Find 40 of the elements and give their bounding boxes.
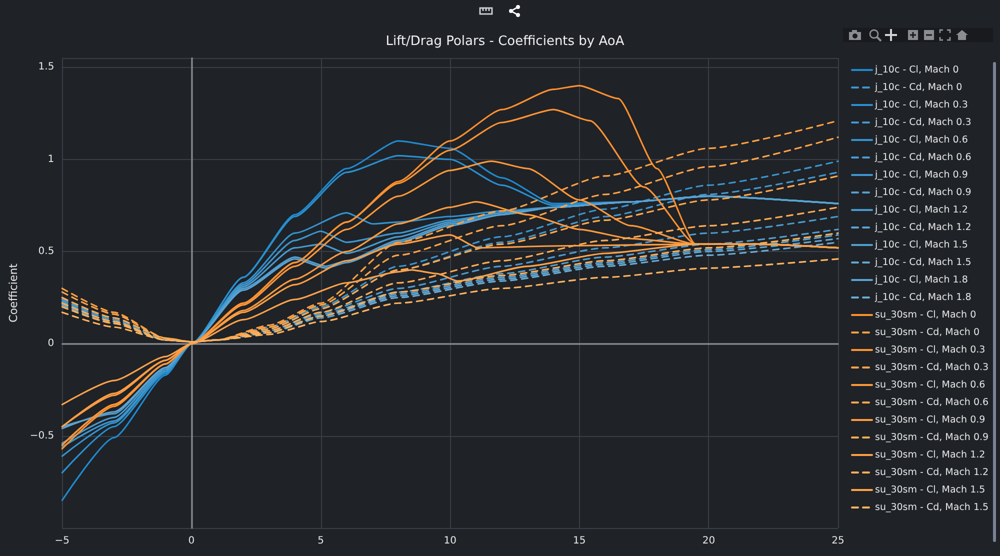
chart-title: Lift/Drag Polars - Coefficients by AoA bbox=[386, 34, 624, 49]
legend-label: j_10c - Cd, Mach 0.3 bbox=[874, 117, 972, 128]
legend-label: su_30sm - Cl, Mach 0.3 bbox=[875, 344, 986, 356]
legend-label: su_30sm - Cd, Mach 0.9 bbox=[875, 432, 989, 443]
legend-label: j_10c - Cd, Mach 1.5 bbox=[874, 257, 972, 268]
y-tick-label: 1 bbox=[48, 154, 54, 165]
y-tick-label: −0.5 bbox=[30, 430, 54, 442]
x-tick-label: 20 bbox=[702, 536, 716, 546]
x-tick-label: 0 bbox=[188, 536, 195, 546]
legend-label: j_10c - Cl, Mach 0.6 bbox=[874, 134, 968, 146]
y-tick-label: 0.5 bbox=[38, 246, 54, 258]
legend-label: su_30sm - Cl, Mach 0.6 bbox=[875, 380, 986, 390]
x-tick-label: 15 bbox=[573, 536, 586, 546]
legend-label: su_30sm - Cl, Mach 1.2 bbox=[875, 450, 986, 460]
y-axis-title: Coefficient bbox=[7, 262, 20, 322]
legend-label: su_30sm - Cd, Mach 0 bbox=[875, 327, 980, 338]
legend-label: j_10c - Cl, Mach 1.8 bbox=[874, 274, 968, 286]
legend-label: j_10c - Cl, Mach 1.5 bbox=[874, 240, 968, 250]
x-tick-label: 25 bbox=[832, 536, 844, 546]
legend-label: j_10c - Cd, Mach 0 bbox=[874, 82, 962, 93]
legend-label: su_30sm - Cd, Mach 1.5 bbox=[875, 502, 989, 513]
legend-label: su_30sm - Cl, Mach 0 bbox=[875, 310, 976, 320]
legend-label: su_30sm - Cd, Mach 1.2 bbox=[875, 467, 989, 478]
y-tick-label: 0 bbox=[48, 338, 54, 350]
x-tick-label: −5 bbox=[54, 536, 70, 546]
legend-label: j_10c - Cd, Mach 1.2 bbox=[874, 222, 972, 233]
legend-label: su_30sm - Cl, Mach 0.9 bbox=[875, 414, 986, 426]
legend-label: j_10c - Cd, Mach 1.8 bbox=[874, 292, 972, 303]
legend-label: j_10c - Cl, Mach 0.9 bbox=[874, 170, 968, 180]
legend-label: j_10c - Cl, Mach 0 bbox=[874, 64, 959, 76]
legend-label: j_10c - Cl, Mach 0.3 bbox=[874, 100, 968, 110]
legend-label: j_10c - Cd, Mach 0.6 bbox=[874, 152, 972, 163]
legend-label: j_10c - Cl, Mach 1.2 bbox=[874, 204, 968, 216]
legend-label: su_30sm - Cl, Mach 1.5 bbox=[875, 484, 986, 496]
y-tick-label: 1.5 bbox=[38, 62, 54, 73]
x-tick-label: 5 bbox=[318, 536, 324, 546]
x-tick-label: 10 bbox=[444, 536, 456, 546]
legend-label: j_10c - Cd, Mach 0.9 bbox=[874, 187, 972, 198]
legend-label: su_30sm - Cd, Mach 0.3 bbox=[875, 362, 989, 373]
legend-label: su_30sm - Cd, Mach 0.6 bbox=[875, 397, 989, 408]
